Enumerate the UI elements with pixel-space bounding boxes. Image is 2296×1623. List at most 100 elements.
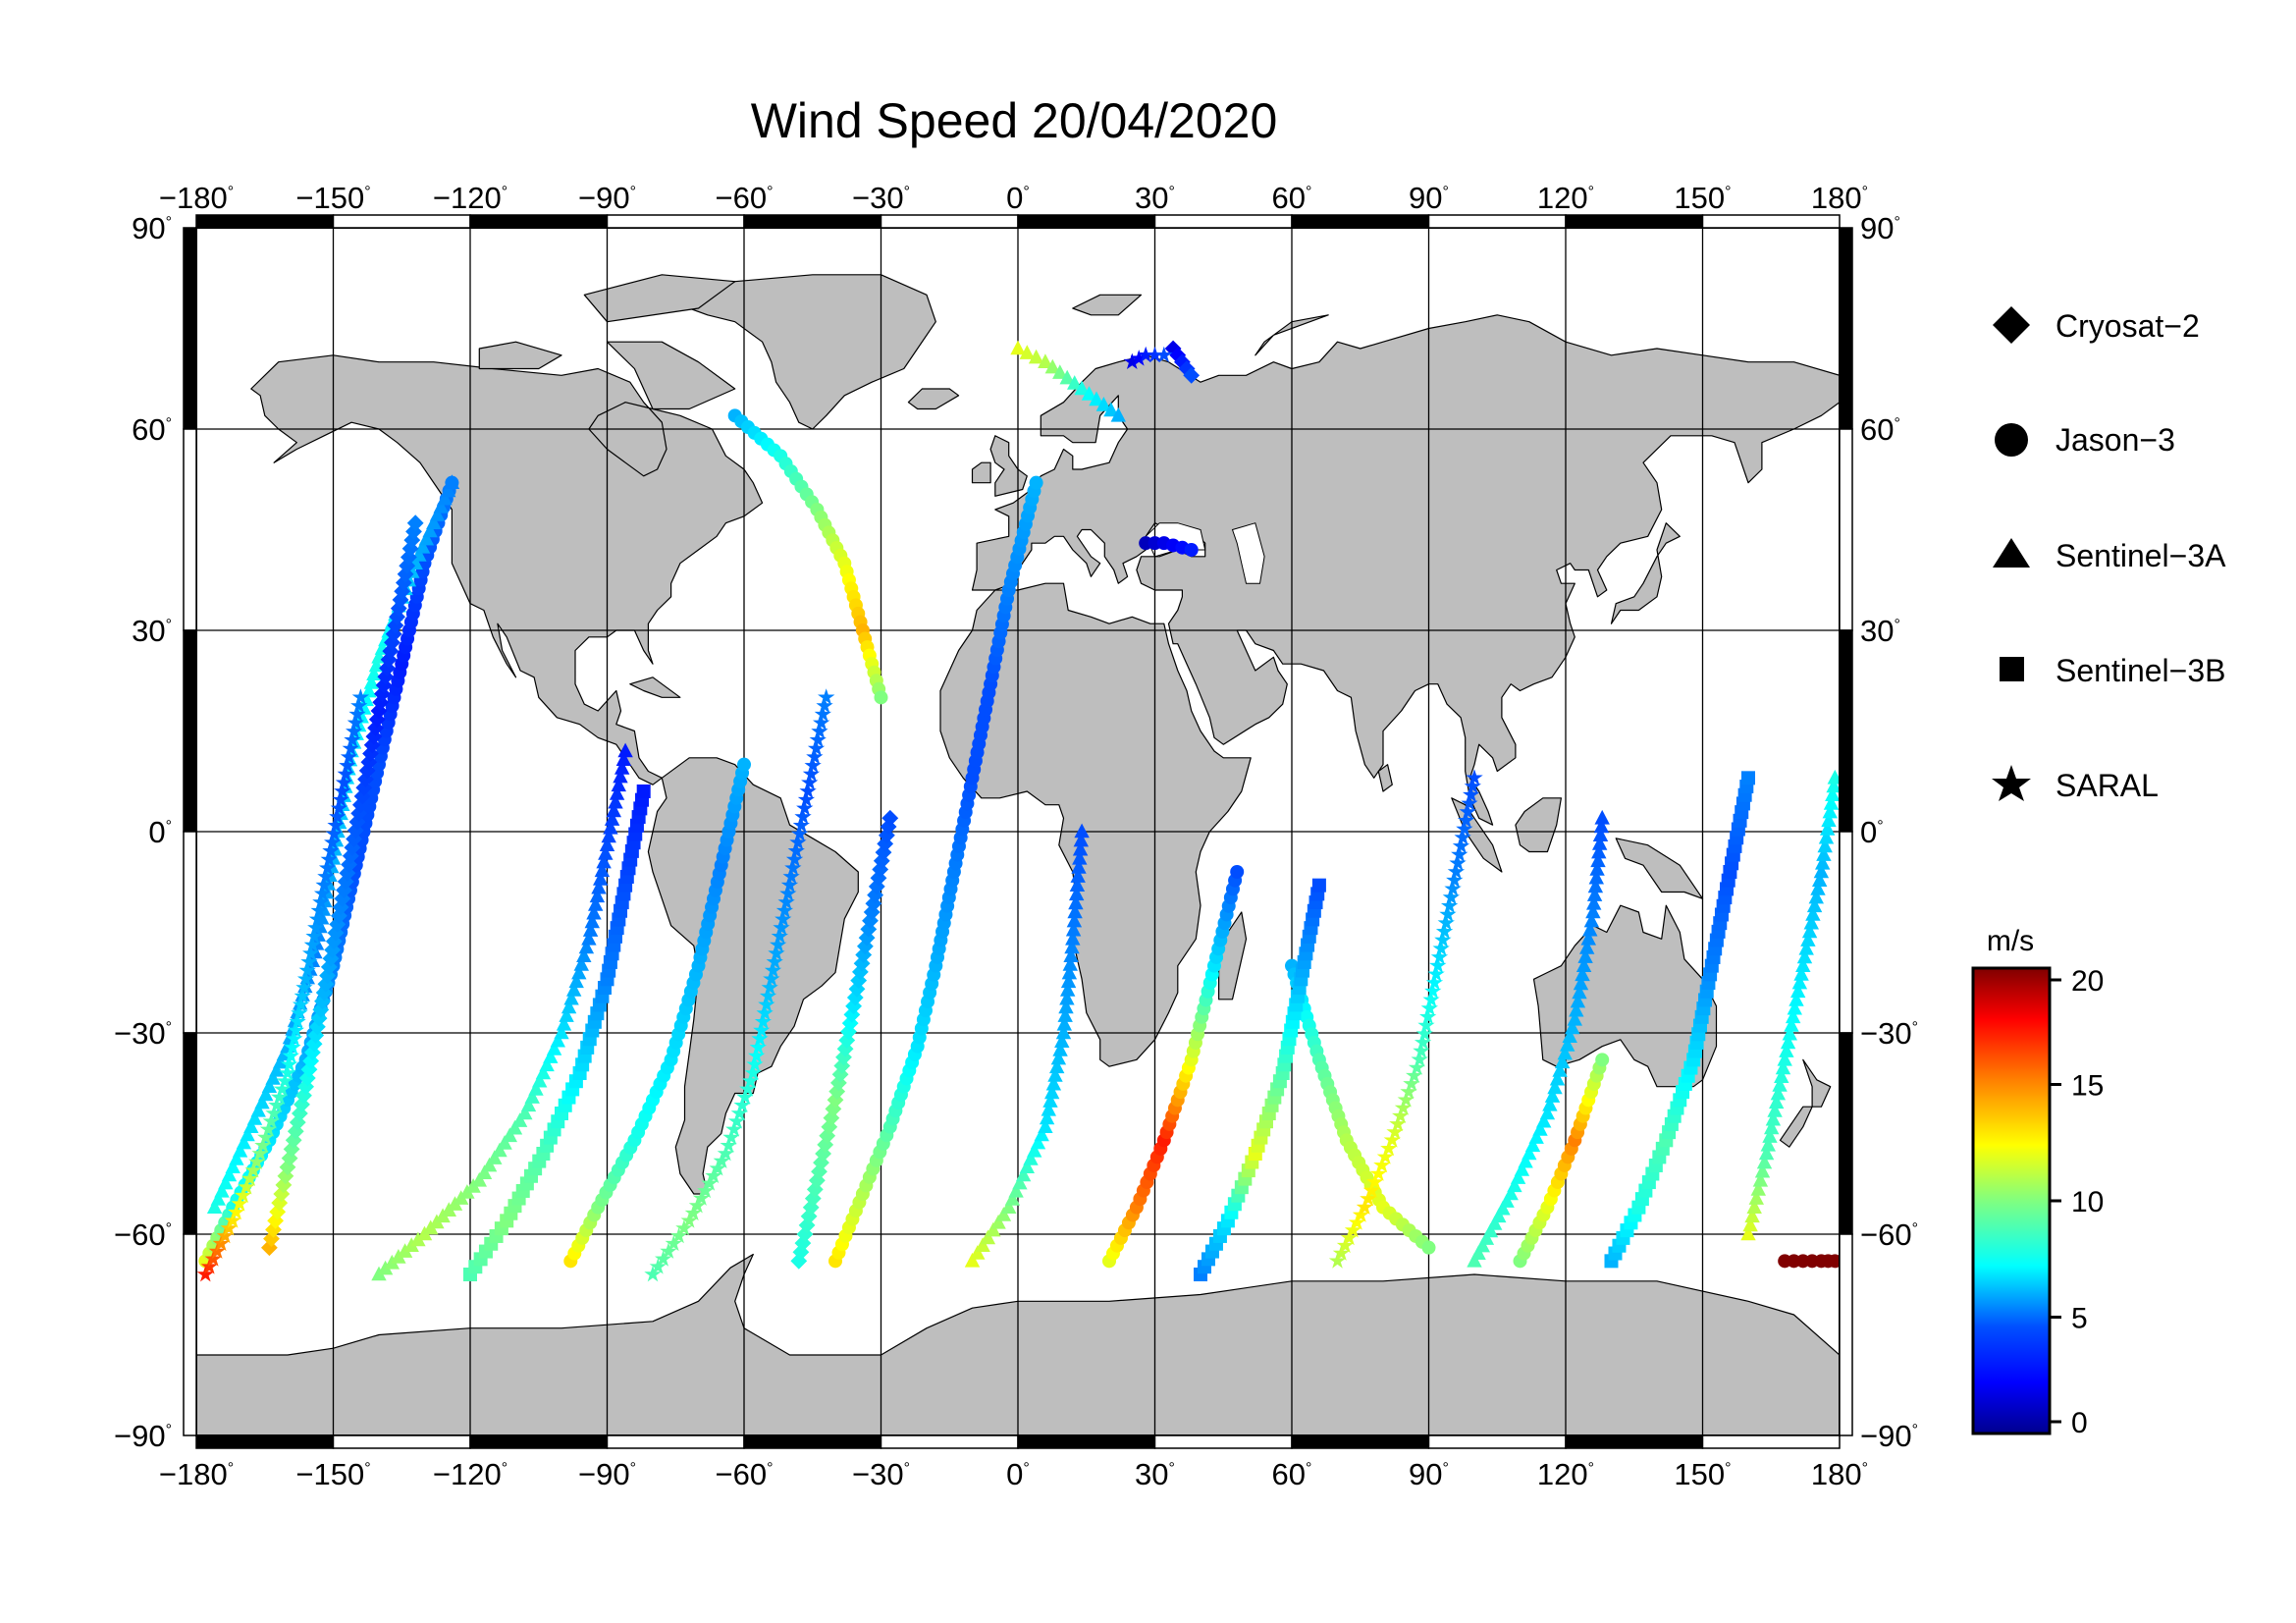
- track-point: [1782, 1025, 1797, 1041]
- track-point: [325, 825, 343, 841]
- track-point: [350, 696, 368, 714]
- track-point: [1389, 1114, 1407, 1132]
- track-point: [235, 1186, 252, 1204]
- track-point: [794, 808, 812, 825]
- series-cryosat-2: [261, 340, 1201, 1270]
- legend-label: Sentinel−3B: [2056, 653, 2225, 688]
- track-point: [1123, 352, 1141, 369]
- lat-tick-label: 60°: [1860, 412, 1900, 447]
- track-point: [279, 1159, 296, 1176]
- track-point: [1442, 889, 1460, 905]
- track-point: [559, 1007, 574, 1022]
- land-ellesmere: [583, 274, 736, 323]
- track-point: [660, 1242, 677, 1259]
- track-point: [736, 1088, 754, 1105]
- track-point: [1772, 1077, 1788, 1092]
- track-point: [709, 1160, 726, 1176]
- track-point: [225, 1159, 240, 1173]
- track-point: [330, 799, 348, 816]
- track-point: [1070, 868, 1086, 883]
- track-point: [784, 859, 802, 876]
- track-point: [1449, 854, 1467, 871]
- track-point: [775, 901, 794, 919]
- track-point: [243, 1118, 259, 1133]
- track-point: [259, 1120, 278, 1137]
- track-point: [507, 1119, 523, 1135]
- track-point: [1027, 1142, 1042, 1158]
- frame-band-top: [1565, 214, 1704, 229]
- track-point: [1074, 823, 1090, 839]
- track-point: [796, 799, 814, 816]
- track-point: [804, 756, 822, 774]
- track-point: [617, 742, 633, 758]
- track-point: [254, 1094, 270, 1109]
- track-point: [528, 1081, 544, 1096]
- track-point: [1344, 1221, 1362, 1238]
- track-point: [1328, 1252, 1347, 1269]
- track-point: [1756, 1154, 1773, 1169]
- track-point: [799, 782, 817, 799]
- track-point: [353, 708, 369, 724]
- track-point: [581, 930, 597, 946]
- track-point: [591, 879, 607, 894]
- track-point: [970, 1245, 986, 1260]
- track-point: [356, 700, 372, 715]
- track-point: [300, 952, 318, 970]
- satellite-legend: Cryosat−2 Jason−3 Sentinel−3A Sentinel−3…: [1992, 306, 2226, 803]
- track-point: [287, 1021, 305, 1038]
- track-point: [1758, 1145, 1775, 1161]
- track-point: [1491, 1208, 1507, 1223]
- track-point: [492, 1142, 507, 1158]
- track-point: [1067, 903, 1083, 919]
- track-point: [271, 1088, 289, 1105]
- track-point: [1110, 406, 1126, 422]
- track-point: [1565, 1019, 1580, 1035]
- track-point: [1429, 956, 1447, 973]
- track-point: [1514, 1162, 1530, 1176]
- track-point: [1089, 391, 1104, 406]
- track-point: [804, 1190, 822, 1207]
- track-point: [1798, 940, 1814, 955]
- land-victoria-island: [478, 341, 562, 370]
- track-point: [346, 723, 363, 739]
- track-point: [1474, 1237, 1490, 1253]
- track-point: [265, 1104, 283, 1121]
- track-point: [313, 885, 332, 901]
- track-point: [1463, 785, 1480, 803]
- track-point: [1524, 1137, 1541, 1153]
- lon-tick-label: −150°: [295, 1457, 370, 1491]
- track-point: [1744, 1208, 1760, 1223]
- track-point: [334, 782, 351, 799]
- track-point: [1467, 1252, 1482, 1268]
- track-point: [335, 774, 353, 790]
- frame-band-right: [1839, 831, 1853, 1034]
- track-point: [1572, 984, 1587, 1000]
- legend-item-cryosat: Cryosat−2: [1993, 306, 2200, 344]
- lon-tick-label: −120°: [433, 181, 507, 215]
- legend-item-saral: SARAL: [1992, 765, 2159, 803]
- track-point: [1386, 1123, 1404, 1140]
- land-borneo: [1515, 797, 1563, 853]
- track-point: [759, 987, 777, 1004]
- track-point: [283, 1141, 300, 1158]
- track-point: [758, 996, 775, 1012]
- track-point: [1544, 1088, 1561, 1103]
- track-point: [1518, 1153, 1533, 1168]
- track-point: [705, 1166, 722, 1184]
- track-point: [1439, 905, 1457, 922]
- track-point: [571, 964, 587, 980]
- track-point: [1432, 940, 1450, 956]
- track-point: [1580, 930, 1596, 946]
- land-japan: [1610, 522, 1681, 624]
- track-point: [517, 1105, 533, 1120]
- track-point: [1065, 930, 1081, 946]
- track-point: [1415, 1025, 1433, 1042]
- track-point: [1332, 1244, 1351, 1261]
- track-point: [1430, 947, 1449, 965]
- frame-band-top: [469, 214, 609, 229]
- track-point: [1174, 353, 1191, 371]
- track-point: [746, 1055, 764, 1072]
- track-point: [1589, 861, 1605, 876]
- track-point: [1001, 1199, 1017, 1214]
- frame-band-bottom: [743, 1434, 882, 1449]
